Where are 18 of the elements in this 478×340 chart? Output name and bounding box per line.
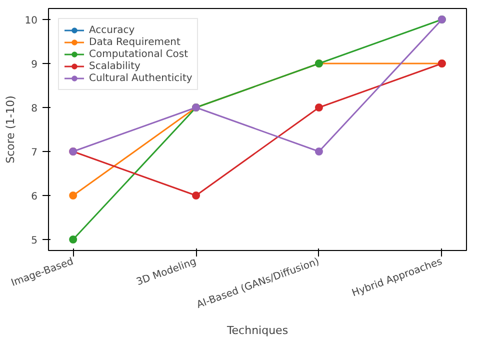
legend-label: Accuracy [89,24,135,36]
point [314,104,323,112]
y-tick-label: 7 [31,148,38,158]
y-tick-label: 5 [31,236,38,246]
y-tick-label: 9 [31,60,38,70]
point [314,148,323,156]
legend-label: Data Requirement [89,36,180,48]
y-tick-label: 8 [31,104,38,114]
y-axis-title: Score (1-10) [4,96,17,164]
x-axis-title: Techniques [226,324,288,338]
point [69,236,78,244]
y-tick-label: 6 [31,192,38,202]
y-tick-label: 10 [24,16,38,26]
point [69,192,78,200]
point [192,192,200,200]
legend-label: Cultural Authenticity [89,72,192,84]
legend-label: Computational Cost [89,48,188,60]
legend-label: Scalability [89,60,140,72]
